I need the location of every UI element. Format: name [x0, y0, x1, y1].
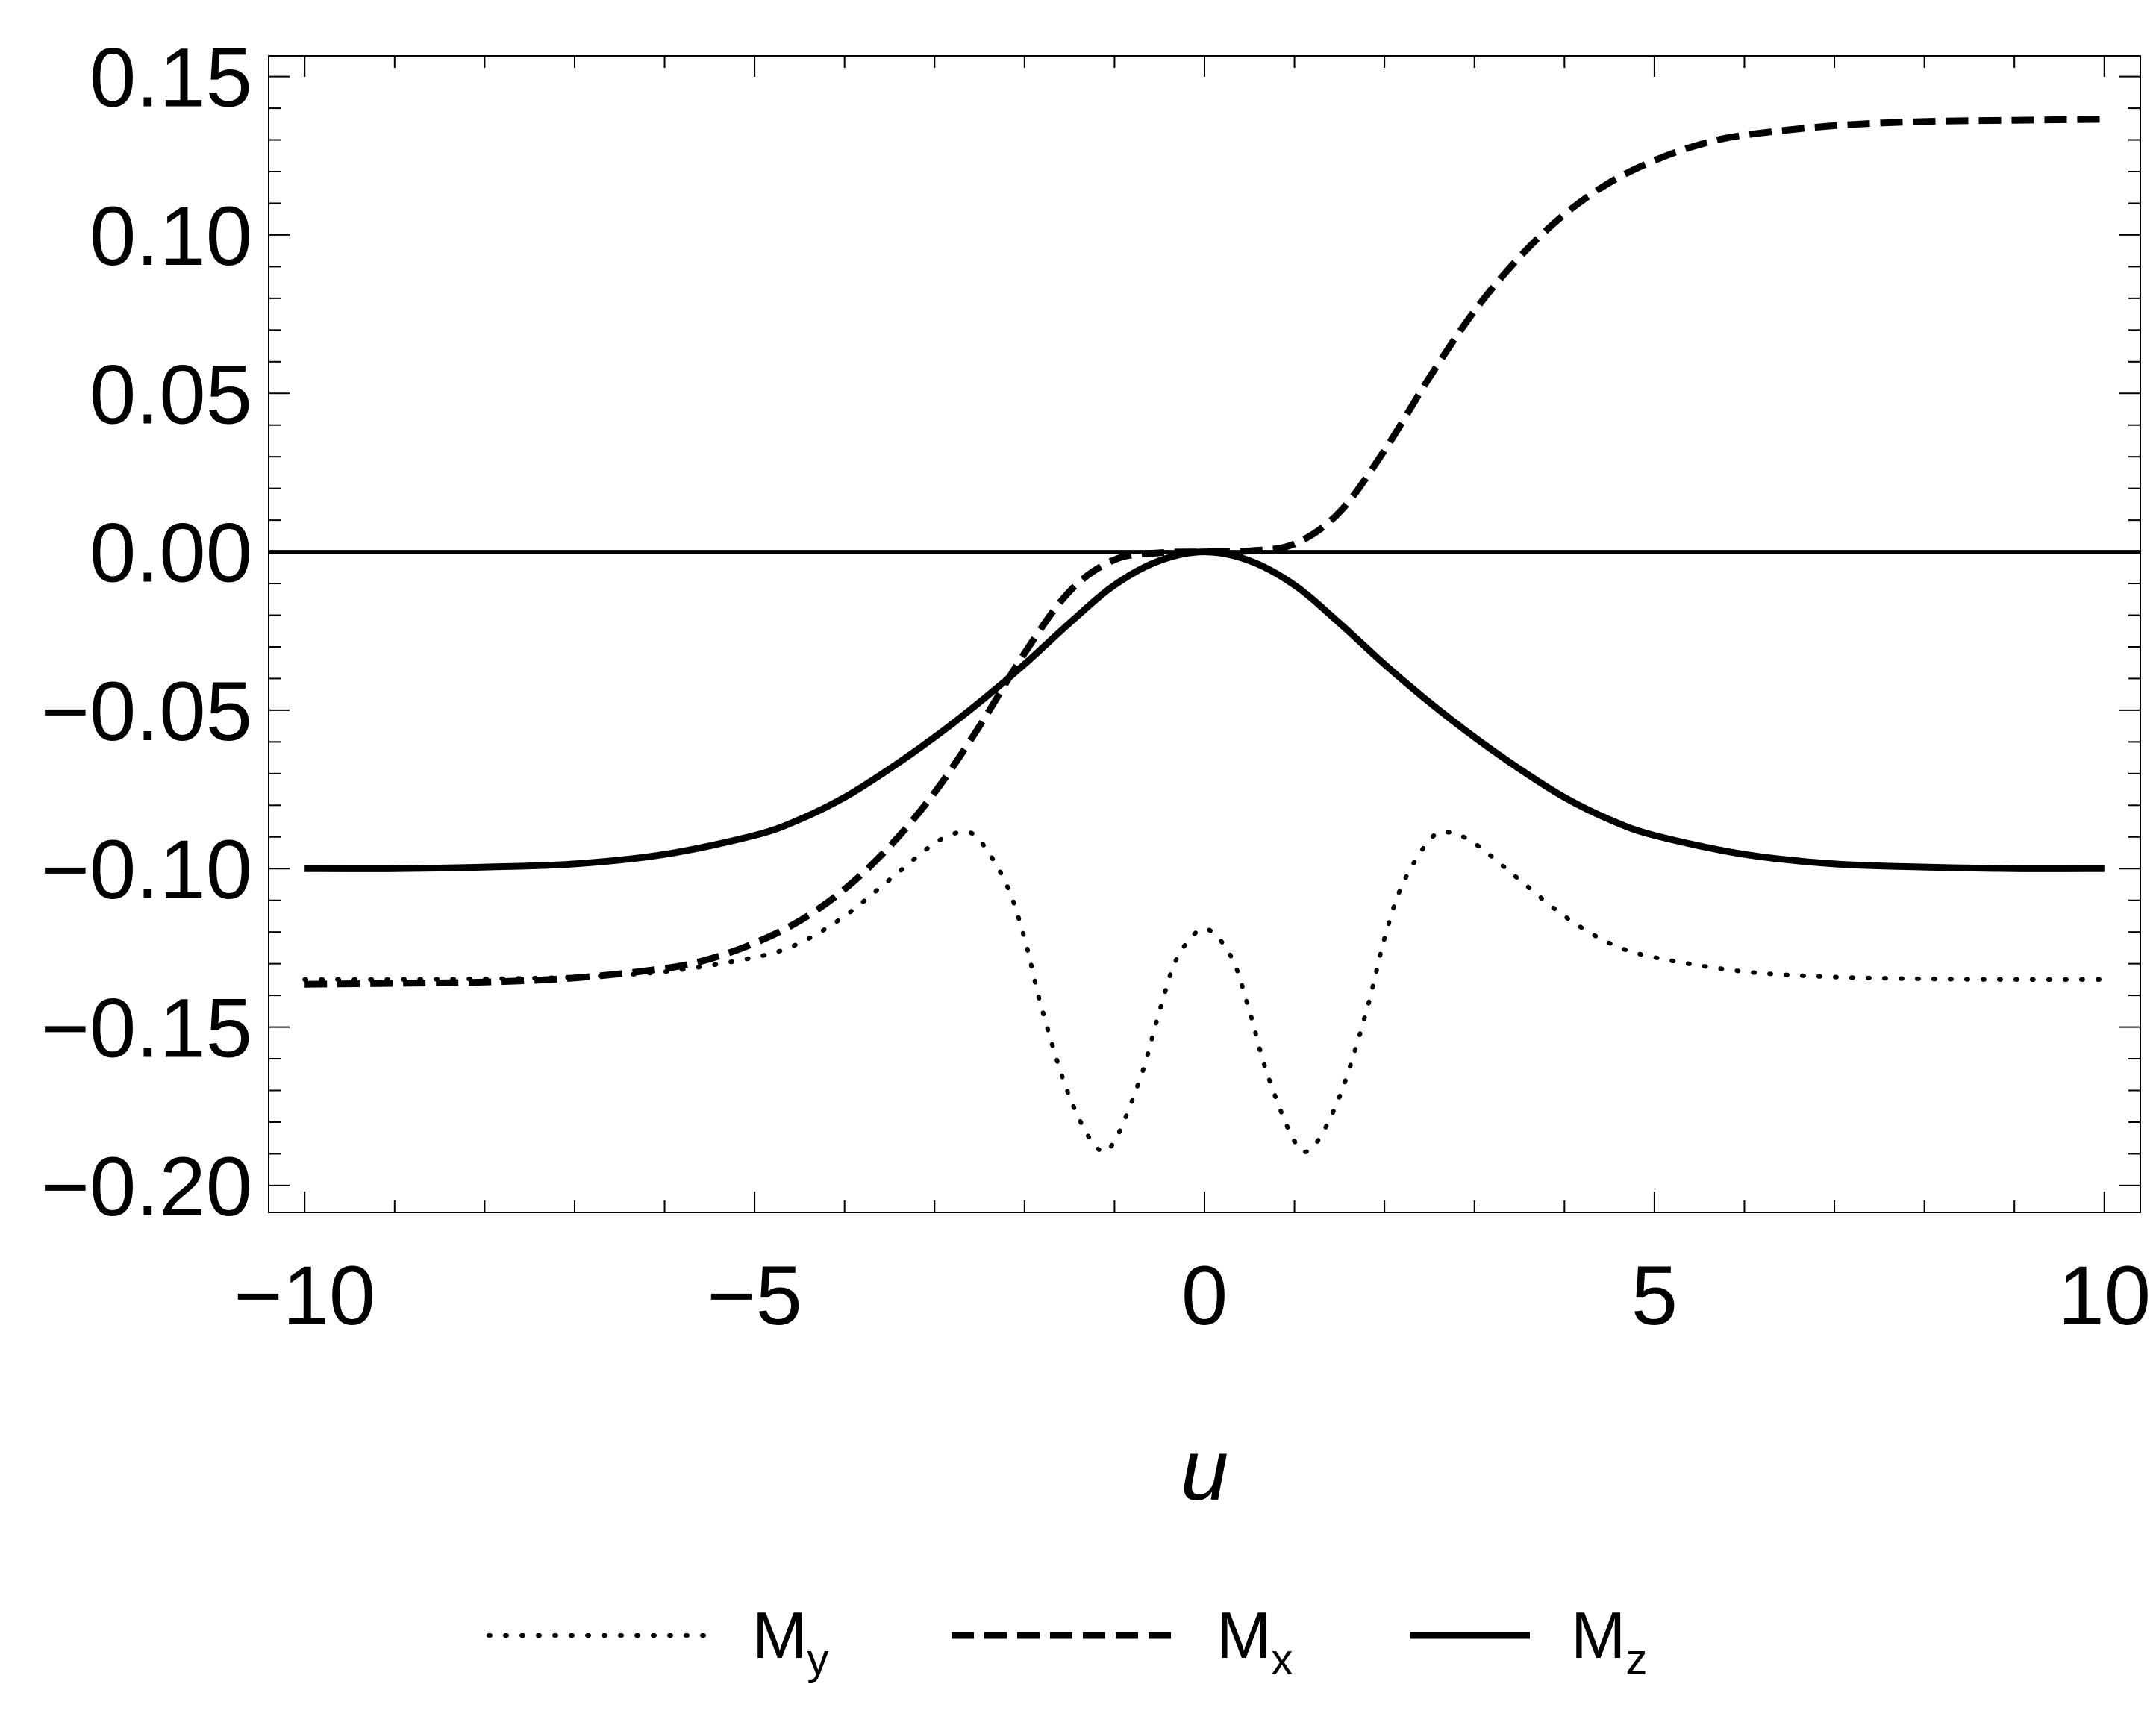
series-line-my: [302, 830, 2107, 1154]
x-tick-label: −5: [707, 1249, 802, 1342]
series-line-mz: [304, 548, 2105, 872]
y-tick-label: 0.15: [90, 31, 252, 125]
x-tick-label: 0: [1181, 1249, 1228, 1342]
y-tick-label: 0.00: [90, 507, 252, 600]
plot-frame: [268, 55, 2141, 1213]
y-tick-label: −0.20: [41, 1140, 252, 1233]
tick-labels: −10 −5 0 5 10 −0.20 −0.15 −0.10 −0.05 0.00 0.05 0.1…: [41, 31, 2151, 1342]
x-tick-label: 5: [1631, 1249, 1678, 1342]
series-line-mx: [304, 116, 2105, 988]
legend-label-mx: Mx: [1216, 1598, 1293, 1684]
y-tick-label: −0.15: [41, 982, 252, 1075]
series-group: [302, 116, 2107, 1154]
legend: My Mx Mz: [487, 1598, 1647, 1684]
y-tick-label: 0.05: [90, 348, 252, 441]
x-axis-title: u: [1181, 1421, 1229, 1518]
legend-label-mz: Mz: [1571, 1598, 1647, 1684]
y-tick-label: 0.10: [90, 190, 252, 283]
y-tick-label: −0.10: [41, 823, 252, 916]
x-tick-label: 10: [2057, 1249, 2151, 1342]
x-tick-label: −10: [234, 1249, 375, 1342]
axis-ticks: [269, 56, 2140, 1212]
y-tick-label: −0.05: [41, 665, 252, 758]
legend-label-my: My: [752, 1598, 828, 1684]
